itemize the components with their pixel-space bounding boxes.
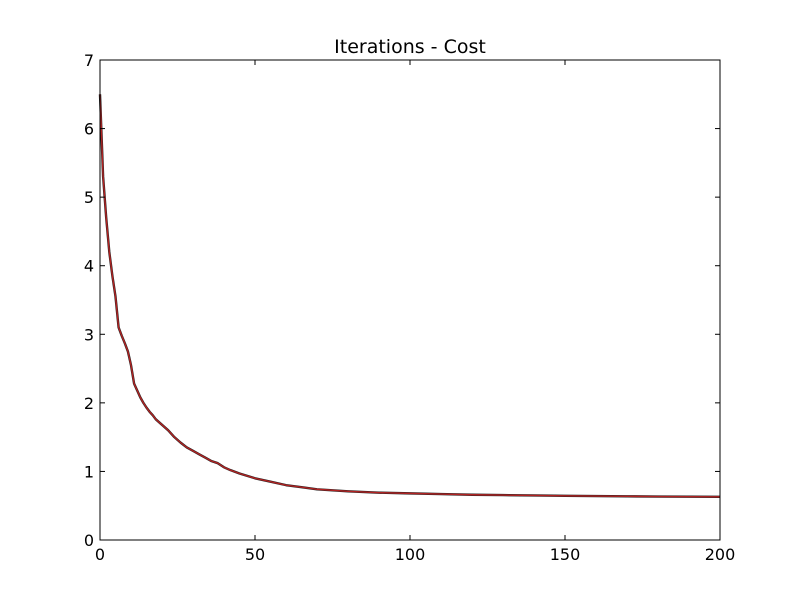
plot-frame — [99, 59, 721, 541]
cost-line-series-0 — [99, 94, 721, 498]
x-tick-label: 0 — [95, 545, 105, 564]
y-tick-label: 2 — [84, 394, 94, 413]
y-tick-label: 4 — [84, 257, 94, 276]
y-tick-label: 6 — [84, 120, 94, 139]
y-tick-label: 7 — [84, 51, 94, 70]
cost-line-outline — [98, 94, 721, 498]
y-tick-label: 0 — [84, 531, 94, 550]
chart-title: Iterations - Cost — [334, 36, 486, 58]
y-tick-label: 5 — [84, 188, 94, 207]
series-layer — [98, 94, 721, 498]
ticks-layer: 0 50 100 150 200 0 1 2 3 4 5 6 7 — [84, 51, 735, 564]
y-tick-label: 1 — [84, 462, 94, 481]
y-tick-label: 3 — [84, 325, 94, 344]
x-tick-label: 50 — [245, 545, 265, 564]
x-tick-label: 100 — [395, 545, 426, 564]
x-tick-label: 200 — [705, 545, 736, 564]
x-tick-label: 150 — [550, 545, 581, 564]
